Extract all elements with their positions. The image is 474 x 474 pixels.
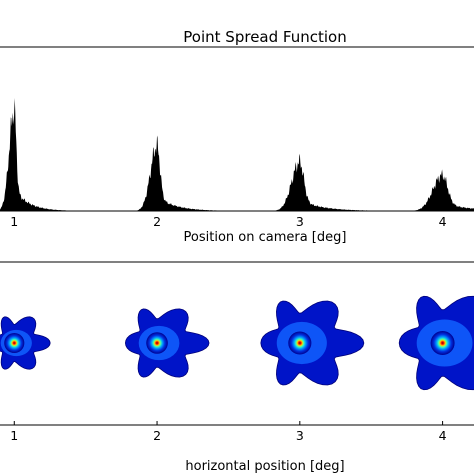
bottom-x-tick-label: 4 xyxy=(439,428,447,443)
psf-peak-4 xyxy=(414,169,474,211)
bottom-x-tick-label: 1 xyxy=(10,428,18,443)
psf-spot-1 xyxy=(0,316,51,370)
top-x-tick-label: 4 xyxy=(439,214,447,229)
top-x-axis-label: Position on camera [deg] xyxy=(184,230,347,245)
top-chart-title: Point Spread Function xyxy=(183,28,346,46)
top-x-tick-label: 1 xyxy=(10,214,18,229)
bottom-x-axis-label: horizontal position [deg] xyxy=(185,459,344,474)
top-peaks xyxy=(0,97,474,211)
bottom-x-tick-label: 3 xyxy=(296,428,304,443)
psf-peak-3 xyxy=(275,153,410,211)
psf-spot-3 xyxy=(260,300,365,386)
psf-peak-2 xyxy=(137,135,248,211)
bottom-spots xyxy=(0,295,474,391)
top-x-ticks: 1 2 3 4 xyxy=(10,207,447,229)
top-x-tick-label: 2 xyxy=(153,214,161,229)
top-x-tick-label: 3 xyxy=(296,214,304,229)
psf-spot-4 xyxy=(398,295,474,391)
psf-spot-2 xyxy=(125,308,210,378)
psf-peak-1 xyxy=(0,97,85,211)
bottom-x-tick-label: 2 xyxy=(153,428,161,443)
bottom-x-ticks: 1 2 3 4 xyxy=(10,421,447,443)
